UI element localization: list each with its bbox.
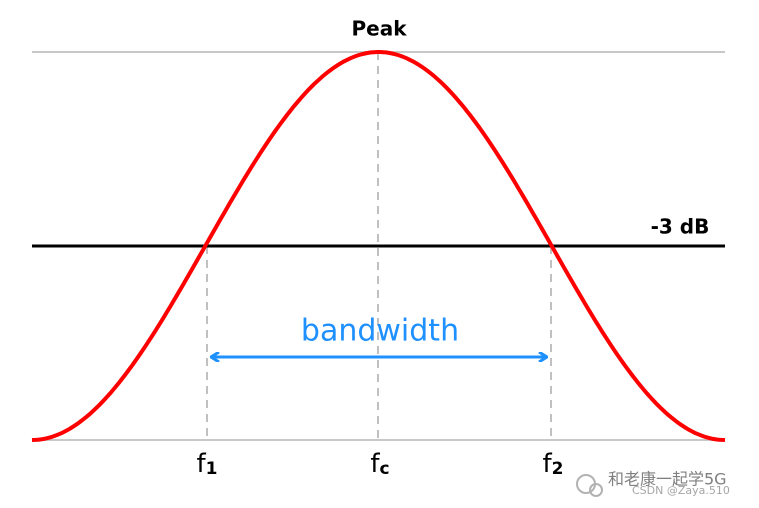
- guides: [206, 52, 552, 440]
- f-main: f: [197, 449, 207, 479]
- watermark-author: CSDN @Zaya.510: [632, 484, 730, 497]
- bandwidth-label: bandwidth: [301, 314, 459, 349]
- response-curve: [31, 50, 726, 442]
- f1-label: f1: [197, 449, 218, 480]
- f-sub: 2: [552, 459, 564, 479]
- f-main: f: [370, 449, 380, 479]
- f-main: f: [543, 449, 553, 479]
- f-sub: 1: [206, 459, 218, 479]
- f-sub: c: [380, 459, 390, 479]
- watermark: 和老康一起学5G CSDN @Zaya.510: [576, 470, 730, 497]
- fc-label: fc: [370, 449, 389, 480]
- peak-label: Peak: [351, 17, 407, 41]
- threshold-label: -3 dB: [651, 215, 710, 239]
- watermark-icon: [589, 483, 603, 497]
- watermark-channel: 和老康一起学5G: [608, 470, 727, 489]
- watermark-icon: [576, 474, 596, 494]
- f2-label: f2: [543, 449, 564, 480]
